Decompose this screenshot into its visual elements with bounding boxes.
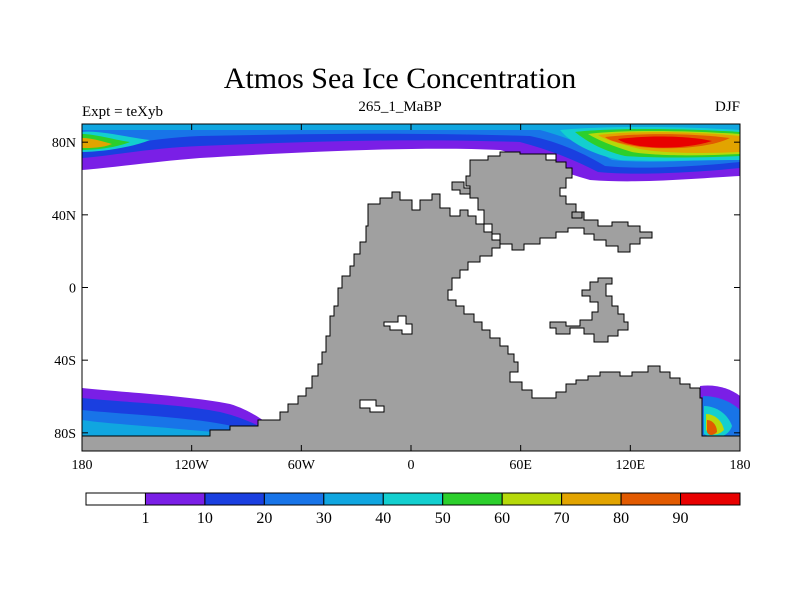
lon-tick-label: 60W — [288, 458, 316, 473]
colorbar-label: 70 — [554, 510, 570, 527]
latitude-axis: 80N 40N 0 40S 80S — [52, 136, 740, 442]
pangaea-landmass — [82, 191, 740, 451]
colorbar-swatch — [442, 492, 503, 506]
lat-tick-label: 40S — [54, 354, 76, 369]
lat-tick-label: 40N — [52, 209, 76, 224]
colorbar-label: 60 — [494, 510, 510, 527]
colorbar-label: 80 — [613, 510, 629, 527]
colorbar-swatch — [144, 492, 206, 506]
colorbar-label: 20 — [256, 510, 272, 527]
colorbar-swatch — [620, 492, 682, 506]
colorbar-label: 30 — [316, 510, 332, 527]
colorbar-swatch — [501, 492, 563, 506]
lon-tick-label: 0 — [408, 458, 415, 473]
run-label: 265_1_MaBP — [358, 99, 442, 115]
colorbar-swatch — [561, 492, 622, 506]
colorbar-label: 10 — [197, 510, 213, 527]
colorbar-label: 50 — [435, 510, 451, 527]
lat-tick-label: 80S — [54, 427, 76, 442]
eastern-island — [549, 277, 629, 343]
asia-block — [465, 151, 653, 253]
map-field — [82, 124, 740, 451]
plot-title: Atmos Sea Ice Concentration — [223, 62, 577, 95]
land — [82, 151, 740, 451]
season-label: DJF — [714, 99, 740, 115]
lon-tick-label: 120E — [616, 458, 646, 473]
colorbar-label: 90 — [673, 510, 689, 527]
lat-tick-label: 0 — [69, 282, 76, 297]
lat-tick-label: 80N — [52, 136, 76, 151]
colorbar-swatch — [323, 492, 384, 506]
small-island-east — [571, 211, 583, 219]
lon-tick-label: 120W — [175, 458, 210, 473]
arctic-ice — [82, 124, 740, 182]
colorbar-swatch — [263, 492, 325, 506]
colorbar-swatch — [85, 492, 146, 506]
colorbar-swatch — [382, 492, 444, 506]
colorbar: 1 10 20 30 40 50 60 70 80 90 — [85, 492, 741, 527]
lon-tick-label: 180 — [72, 458, 93, 473]
inland-seas — [359, 153, 557, 413]
lon-tick-label: 180 — [730, 458, 751, 473]
arctic-island — [451, 181, 471, 195]
colorbar-label: 1 — [141, 510, 149, 527]
colorbar-label: 40 — [375, 510, 391, 527]
experiment-label: Expt = teXyb — [82, 104, 163, 120]
colorbar-swatch — [680, 492, 741, 506]
lon-tick-label: 60E — [509, 458, 532, 473]
longitude-axis: 180 120W 60W 0 60E 120E 180 — [72, 124, 751, 473]
colorbar-swatch — [204, 492, 265, 506]
